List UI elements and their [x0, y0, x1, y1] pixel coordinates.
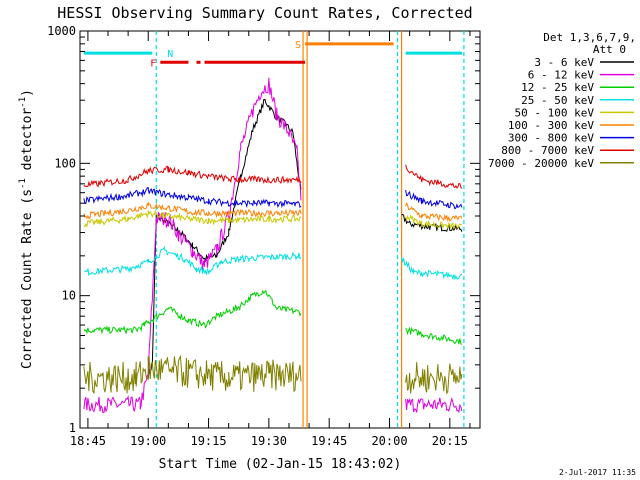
- legend-label: 50 - 100 keV: [515, 106, 595, 119]
- legend-label: 25 - 50 keV: [521, 94, 594, 107]
- x-tick-label: 19:00: [130, 434, 166, 448]
- legend-header-detectors: Det 1,3,6,7,9,: [543, 31, 636, 44]
- series-line: [83, 289, 462, 345]
- y-axis-label-main: Corrected Count Rate (s: [20, 189, 35, 369]
- y-tick-label: 1000: [47, 24, 76, 38]
- legend-label: 800 - 7000 keV: [501, 144, 594, 157]
- flag-label: F: [150, 58, 156, 69]
- flags-layer: F S N: [83, 40, 462, 69]
- x-tick-label: 19:45: [311, 434, 347, 448]
- plot-frame: [79, 30, 481, 429]
- legend-label: 3 - 6 keV: [534, 56, 594, 69]
- series-line: [83, 209, 462, 230]
- x-tick-label: 18:45: [70, 434, 106, 448]
- series-layer: [83, 77, 463, 414]
- x-tick-label: 20:00: [371, 434, 407, 448]
- x-axis-label: Start Time (02-Jan-15 18:43:02): [159, 457, 402, 472]
- y-axis-label-sup1: -1: [18, 178, 28, 189]
- legend-label: 300 - 800 keV: [508, 132, 594, 145]
- series-line: [83, 164, 463, 189]
- chart-title: HESSI Observing Summary Count Rates, Cor…: [57, 4, 472, 22]
- flag-label: S: [295, 40, 301, 51]
- legend-label: 100 - 300 keV: [508, 119, 594, 132]
- y-axis-label-mid: detector: [20, 108, 35, 179]
- y-axis: 1 10 100 1000: [47, 24, 480, 435]
- flag-label: N: [167, 49, 173, 60]
- y-axis-label-sup2: -1: [18, 97, 28, 108]
- series-line: [83, 77, 463, 414]
- series-line: [83, 354, 463, 395]
- footer-timestamp: 2-Jul-2017 11:35: [559, 468, 636, 477]
- legend-label: 12 - 25 keV: [521, 81, 594, 94]
- series-line: [83, 186, 463, 210]
- legend-header-attenuator: Att 0: [593, 43, 626, 56]
- legend-label: 6 - 12 keV: [528, 69, 595, 82]
- series-line: [83, 201, 463, 223]
- vertical-markers: [155, 31, 465, 428]
- x-tick-label: 20:15: [432, 434, 468, 448]
- x-axis: 18:45 19:00 19:15 19:30 19:45 20:00 20:15: [70, 31, 471, 448]
- y-tick-label: 1: [69, 421, 76, 435]
- x-tick-label: 19:30: [251, 434, 287, 448]
- y-axis-label: Corrected Count Rate (s-1 detector-1): [18, 89, 35, 369]
- y-tick-label: 10: [62, 289, 76, 303]
- x-tick-label: 19:15: [190, 434, 226, 448]
- y-tick-label: 100: [54, 156, 76, 170]
- y-axis-label-end: ): [20, 89, 35, 97]
- series-line: [83, 245, 463, 281]
- plot-area: FSN 18:45 19:00 19:15 19:30 19:45 20:00 20:15 …: [47, 24, 481, 448]
- legend-label: 7000 - 20000 keV: [488, 157, 594, 170]
